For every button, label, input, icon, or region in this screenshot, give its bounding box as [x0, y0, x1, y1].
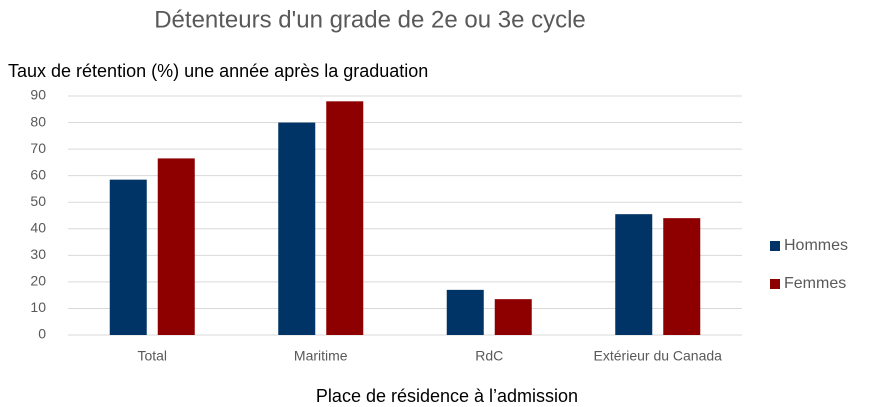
y-tick-label: 90 — [30, 87, 46, 103]
bar — [494, 299, 532, 335]
y-tick-label: 50 — [30, 193, 46, 209]
y-tick-label: 70 — [30, 140, 46, 156]
legend-label: Femmes — [784, 275, 846, 292]
bar — [109, 179, 147, 335]
y-tick-label: 0 — [38, 326, 46, 342]
legend-swatch — [770, 241, 780, 251]
bar — [157, 158, 195, 335]
y-tick-label: 80 — [30, 113, 46, 129]
legend-swatch — [770, 279, 780, 289]
x-tick-label: Extérieur du Canada — [594, 348, 723, 364]
x-tick-label: Total — [137, 348, 167, 364]
y-tick-label: 30 — [30, 246, 46, 262]
x-axis-title: Place de résidence à l’admission — [316, 386, 578, 406]
legend-label: Hommes — [784, 237, 848, 254]
bar — [278, 122, 316, 335]
y-tick-label: 10 — [30, 299, 46, 315]
y-tick-label: 40 — [30, 219, 46, 235]
y-tick-label: 20 — [30, 273, 46, 289]
bar — [663, 218, 701, 335]
bar — [615, 214, 653, 335]
y-tick-label: 60 — [30, 166, 46, 182]
bar — [446, 289, 484, 335]
bar — [326, 101, 364, 335]
x-tick-label: Maritime — [294, 348, 348, 364]
chart-title: Détenteurs d'un grade de 2e ou 3e cycle — [154, 6, 586, 33]
x-tick-label: RdC — [475, 348, 503, 364]
y-axis-title: Taux de rétention (%) une année après la… — [8, 61, 428, 81]
